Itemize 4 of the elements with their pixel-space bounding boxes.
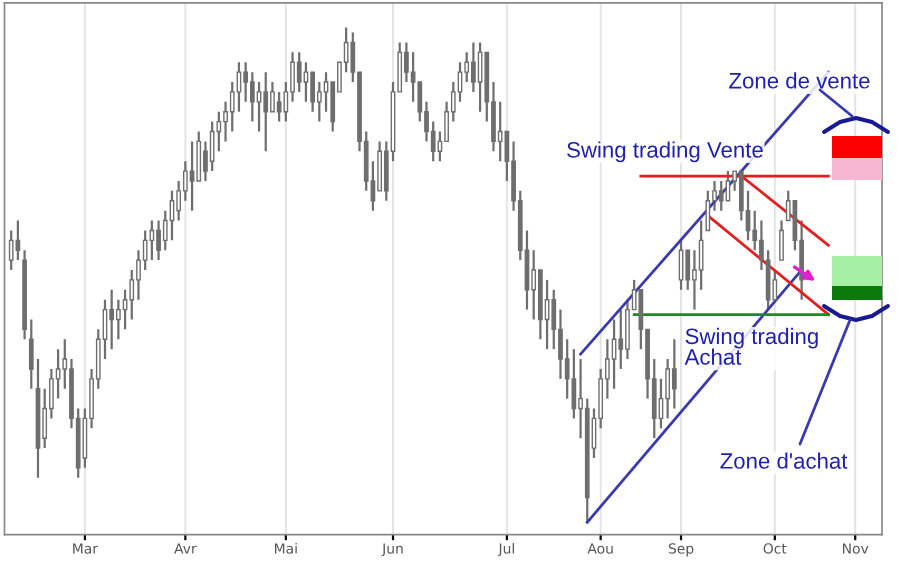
annotation: Zone de vente xyxy=(729,72,870,89)
annotation: Zone d'achat xyxy=(720,452,848,469)
annotation: Swing trading Achat xyxy=(684,327,818,365)
annotation: Swing trading Vente xyxy=(567,141,763,163)
